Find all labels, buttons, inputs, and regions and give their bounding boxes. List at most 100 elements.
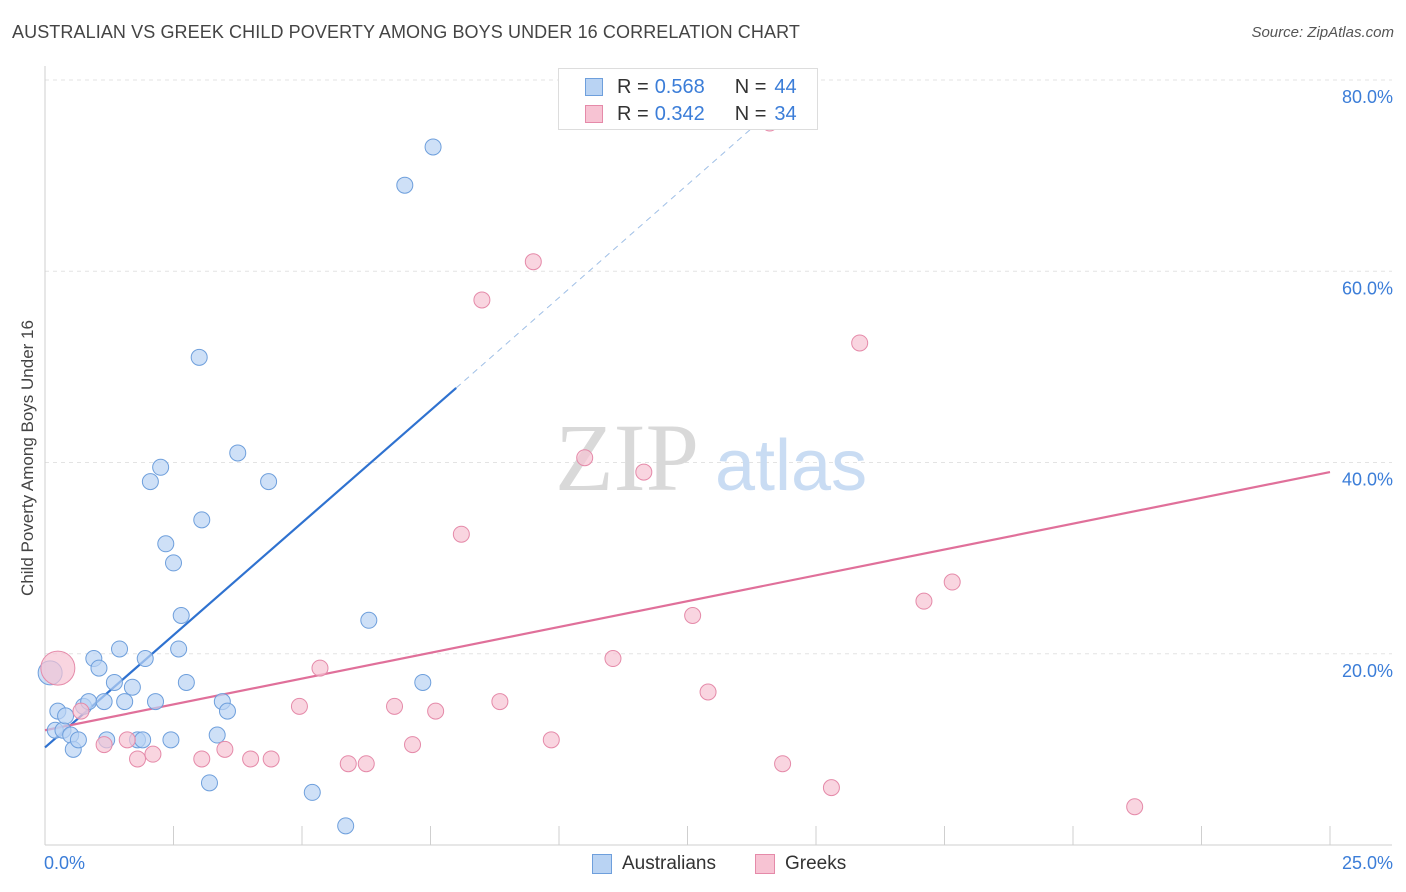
point-australians [208,726,226,744]
point-greeks [473,291,491,309]
point-greeks [604,650,622,668]
y-tick-label: 80.0% [1342,87,1393,107]
point-greeks [144,745,162,763]
chart-source: Source: ZipAtlas.com [1251,24,1394,41]
point-australians [162,731,180,749]
point-greeks [290,697,308,715]
y-tick-label: 40.0% [1342,470,1393,490]
point-greeks [491,693,509,711]
point-greeks [40,650,76,686]
point-greeks [95,736,113,754]
point-australians [337,817,355,835]
legend-r-value: 0.342 [654,102,705,125]
point-australians [303,783,321,801]
point-australians [396,176,414,194]
point-greeks [1126,798,1144,816]
point-greeks [216,740,234,758]
legend-swatch-greeks [755,854,775,874]
legend-n-value: 44 [774,75,797,98]
point-australians [172,607,190,624]
point-australians [157,535,175,553]
chart-title: AUSTRALIAN VS GREEK CHILD POVERTY AMONG … [12,22,800,42]
point-greeks [357,755,375,773]
point-greeks [129,750,147,768]
point-greeks [262,750,280,768]
bottom-legend-greeks: Greeks [755,852,846,876]
point-australians [105,673,123,691]
stats-legend: R = 0.568 N = 44 R = 0.342 N = 34 [558,68,818,130]
bottom-legend-australians: Australians [592,852,716,876]
point-greeks [404,736,422,754]
point-greeks [72,702,90,720]
point-greeks [427,702,445,720]
point-australians [193,511,211,529]
point-australians [260,473,278,491]
tick-labels: 20.0% 40.0% 60.0% 80.0% 0.0% 25.0% [44,87,1393,873]
point-australians [165,554,182,572]
point-greeks [542,731,560,749]
legend-n-label: N = [734,102,767,125]
point-australians [136,650,154,668]
point-greeks [339,755,357,773]
point-australians [95,693,113,711]
point-australians [360,611,378,629]
y-tick-label: 20.0% [1342,661,1393,681]
point-greeks [943,573,961,591]
point-greeks [684,607,702,624]
legend-row-australians: R = 0.568 N = 44 [585,74,797,100]
point-greeks [822,779,840,797]
legend-swatch-blue [585,78,603,96]
point-australians [200,774,218,792]
point-australians [152,458,170,476]
legend-row-greeks: R = 0.342 N = 34 [585,101,797,127]
point-australians [141,473,159,491]
point-australians [57,707,75,725]
point-australians [424,138,442,156]
point-greeks [576,449,594,467]
legend-swatch-australians [592,854,612,874]
watermark: ZIP atlas [555,404,867,511]
axes [44,66,1392,846]
point-australians [190,348,208,366]
point-greeks [774,755,792,773]
legend-n-value: 34 [774,102,797,125]
point-australians [177,673,195,691]
legend-r-label: R = [617,102,649,125]
trendline-australians-extension [455,93,791,389]
legend-label-greeks: Greeks [785,853,847,874]
watermark-atlas: atlas [715,426,867,506]
point-australians [147,693,165,711]
point-greeks [118,731,136,749]
point-australians [134,731,152,749]
point-australians [90,659,108,677]
legend-swatch-pink [585,105,603,123]
point-australians [218,702,236,720]
point-greeks [452,525,470,543]
point-australians [229,444,247,462]
x-tick-label-max: 25.0% [1342,853,1393,873]
point-greeks [242,750,260,768]
point-greeks [699,683,717,701]
grid-lines [45,79,1392,655]
point-greeks [635,463,653,481]
point-greeks [524,253,542,271]
point-australians [123,678,141,696]
point-greeks [386,697,404,715]
legend-n-label: N = [734,75,767,98]
legend-r-label: R = [617,75,649,98]
point-greeks [311,659,329,677]
point-greeks [851,334,869,352]
y-tick-label: 60.0% [1342,278,1393,298]
point-australians [170,640,188,658]
point-australians [414,673,432,691]
point-greeks [915,592,933,610]
trendline-greeks [44,470,1331,732]
point-australians [69,731,87,749]
point-australians [111,640,129,658]
legend-label-australians: Australians [622,853,716,874]
point-greeks [193,750,211,768]
x-tick-label-min: 0.0% [44,853,85,873]
point-australians [116,693,134,711]
legend-r-value: 0.568 [654,75,705,98]
